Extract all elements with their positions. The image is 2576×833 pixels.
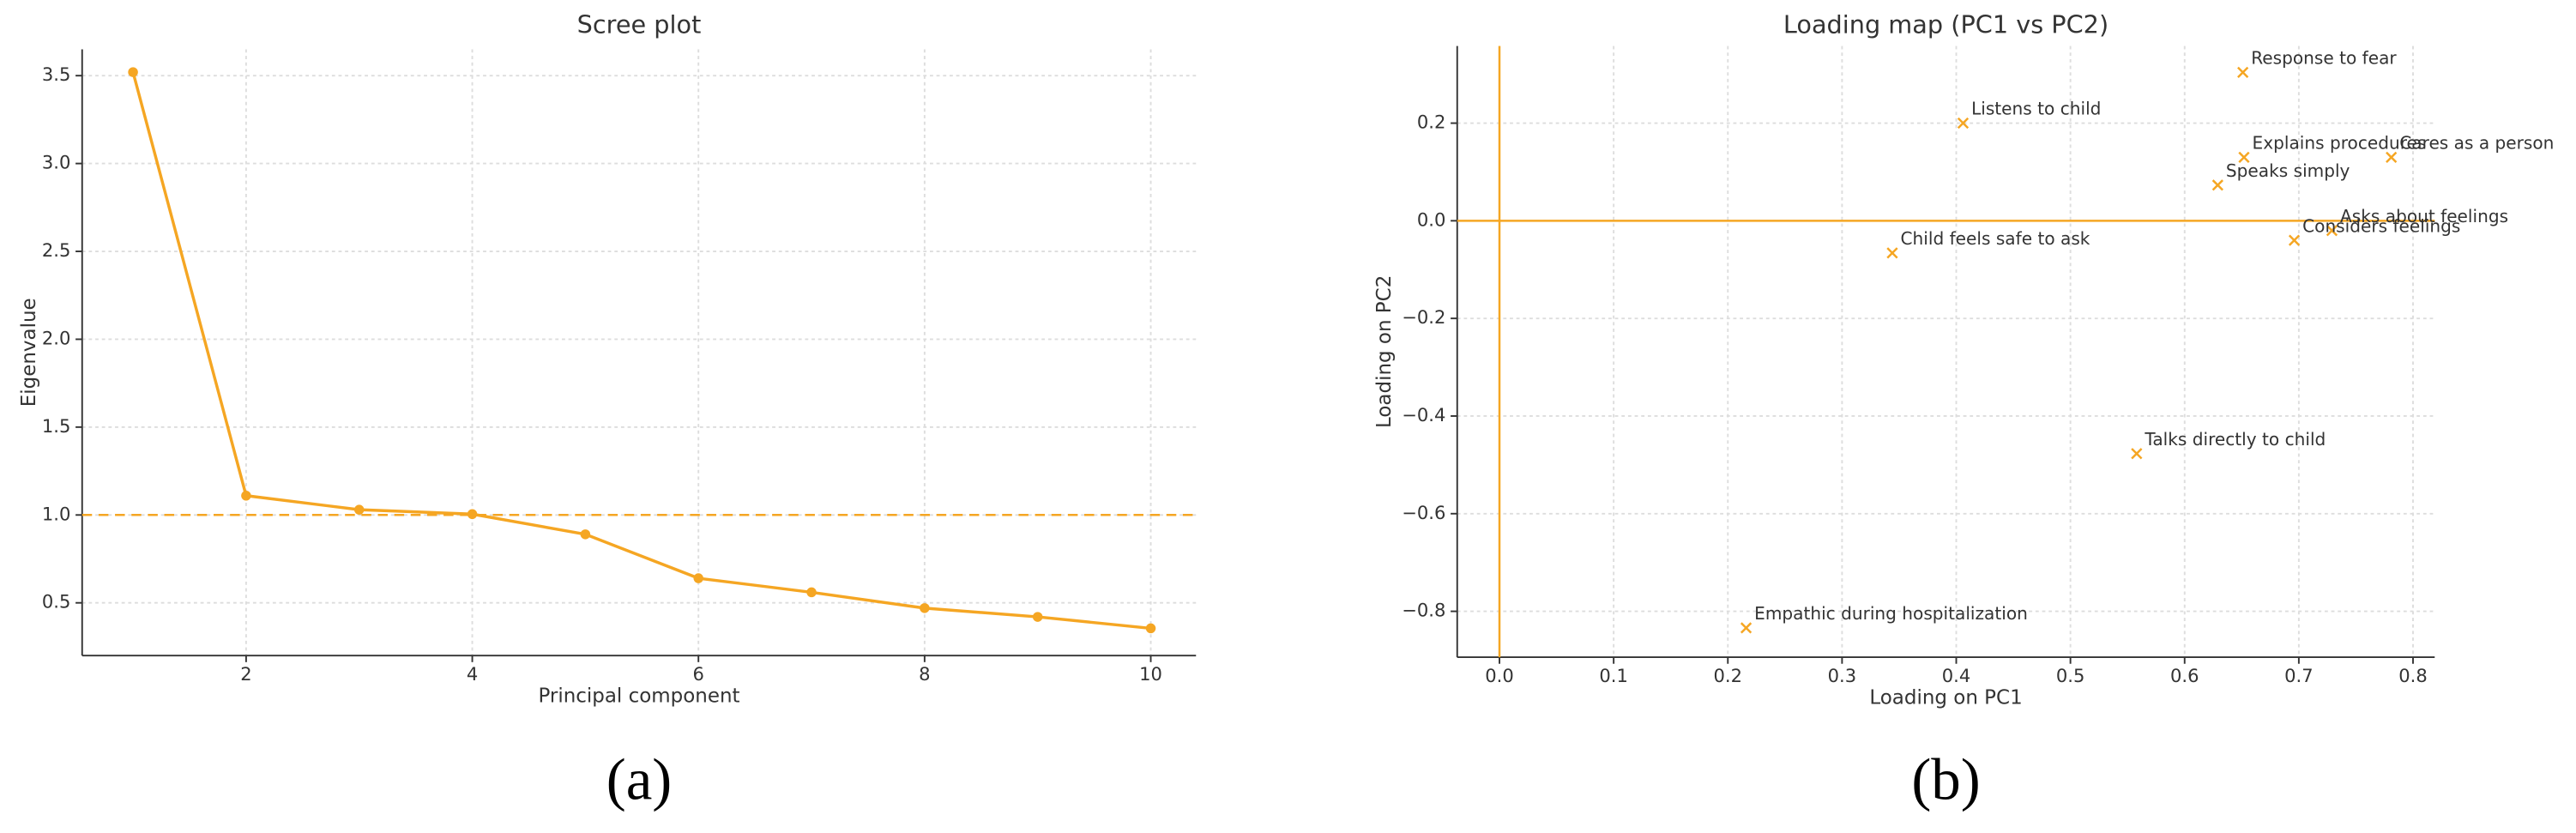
y-tick-label: 0.5 xyxy=(42,591,70,613)
point xyxy=(128,67,138,77)
x-tick-label: 6 xyxy=(693,663,704,685)
x-tick-label: 0.8 xyxy=(2398,665,2427,686)
point xyxy=(1740,622,1753,634)
x-axis-label: Loading on PC1 xyxy=(1869,686,2022,709)
x-tick-label: 0.5 xyxy=(2056,665,2084,686)
x-tick-label: 0.0 xyxy=(1485,665,1513,686)
point-label: Response to fear xyxy=(2251,48,2397,69)
x-tick-label: 0.4 xyxy=(1942,665,1970,686)
x-tick-label: 0.6 xyxy=(2170,665,2199,686)
x-tick-label: 0.2 xyxy=(1714,665,1742,686)
y-tick-label: 3.5 xyxy=(42,63,70,85)
y-axis-label: Loading on PC2 xyxy=(1373,275,1396,428)
y-tick-label: −0.4 xyxy=(1402,404,1445,426)
point-label: Cares as a person xyxy=(2399,133,2554,154)
caption: (b) xyxy=(1911,746,1980,812)
y-tick-label: −0.8 xyxy=(1402,600,1445,621)
point xyxy=(467,509,478,520)
point-label: Considers feelings xyxy=(2302,215,2460,236)
y-tick-label: −0.6 xyxy=(1402,502,1445,523)
point xyxy=(2131,448,2143,460)
point-label: Speaks simply xyxy=(2226,160,2350,181)
y-tick-label: 1.0 xyxy=(42,503,70,524)
point xyxy=(1145,623,1156,634)
x-tick-label: 2 xyxy=(240,663,251,685)
chart-title: Loading map (PC1 vs PC2) xyxy=(1783,10,2108,39)
point xyxy=(580,529,591,540)
y-tick-label: 2.0 xyxy=(42,327,70,348)
y-tick-label: 2.5 xyxy=(42,239,70,261)
point xyxy=(2211,179,2223,191)
point xyxy=(2288,234,2301,246)
point xyxy=(1032,612,1043,622)
point xyxy=(241,491,251,501)
x-tick-label: 0.1 xyxy=(1599,665,1627,686)
x-tick-label: 0.7 xyxy=(2284,665,2313,686)
y-axis-label: Eigenvalue xyxy=(18,298,40,407)
x-tick-label: 10 xyxy=(1139,663,1162,685)
x-tick-label: 8 xyxy=(919,663,930,685)
point xyxy=(2237,66,2249,78)
point-label: Child feels safe to ask xyxy=(1901,228,2090,249)
point-label: Empathic during hospitalization xyxy=(1754,603,2028,624)
point-label: Explains procedures xyxy=(2253,133,2427,154)
caption: (a) xyxy=(606,746,673,812)
point xyxy=(2386,151,2398,163)
point xyxy=(806,587,817,598)
point-label: Talks directly to child xyxy=(2144,429,2326,450)
x-tick-label: 4 xyxy=(467,663,478,685)
point-label: Asks about feelings xyxy=(2340,206,2508,226)
x-tick-label: 0.3 xyxy=(1828,665,1856,686)
point xyxy=(1957,117,1970,130)
point xyxy=(693,573,703,583)
point xyxy=(2326,225,2338,237)
point xyxy=(353,504,365,515)
chart-title: Scree plot xyxy=(577,10,702,39)
y-tick-label: 3.0 xyxy=(42,152,70,173)
y-tick-label: 1.5 xyxy=(42,415,70,437)
point xyxy=(920,603,930,613)
y-tick-label: 0.0 xyxy=(1417,208,1445,230)
point xyxy=(2238,151,2250,163)
line xyxy=(131,71,1151,631)
y-tick-label: 0.2 xyxy=(1417,112,1445,133)
x-axis-label: Principal component xyxy=(538,685,739,708)
point xyxy=(1886,247,1898,259)
point-label: Listens to child xyxy=(1971,99,2101,119)
y-tick-label: −0.2 xyxy=(1402,306,1445,328)
